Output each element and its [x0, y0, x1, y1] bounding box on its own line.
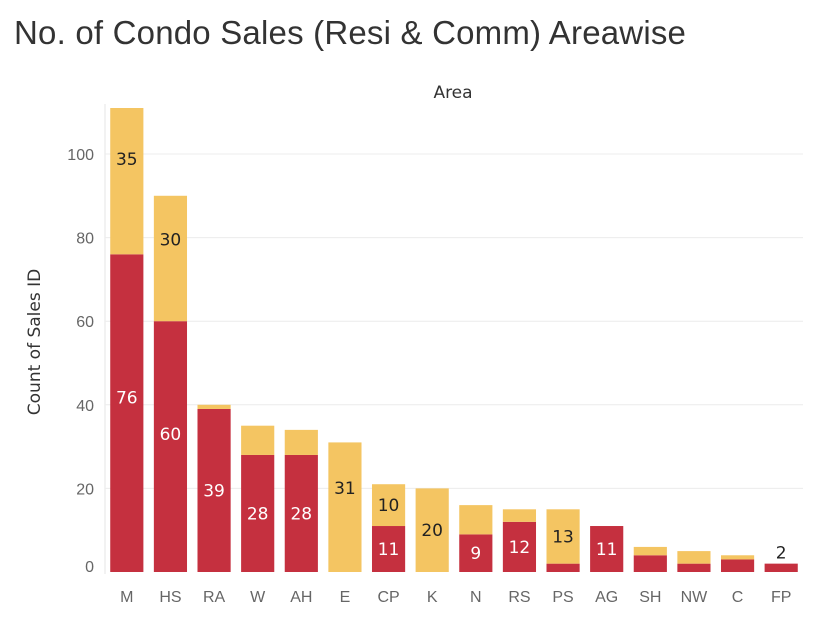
bar-segment	[284, 429, 318, 455]
x-tick-label: SH	[639, 589, 661, 606]
data-label: 35	[116, 150, 138, 170]
y-tick-label: 100	[67, 147, 94, 164]
bar-segment	[153, 321, 188, 572]
data-label: 2	[776, 544, 787, 564]
data-label: 9	[470, 544, 481, 564]
x-tick-label: K	[427, 589, 438, 606]
bar-segment	[415, 488, 449, 572]
y-tick-label: 60	[76, 314, 94, 331]
x-tick-label: C	[732, 589, 744, 606]
bar-segment	[459, 505, 493, 535]
y-axis-label: Count of Sales ID	[25, 269, 45, 415]
bar-segment	[241, 425, 275, 455]
x-tick-label: N	[470, 589, 482, 606]
bar-segment	[633, 546, 667, 556]
bar-segment	[284, 454, 318, 572]
x-tick-label: E	[340, 589, 351, 606]
column-header: Area	[433, 83, 472, 103]
data-label: 11	[596, 540, 618, 560]
data-label: 13	[552, 527, 574, 547]
bar-segment	[371, 526, 406, 572]
bar-segment	[459, 534, 493, 572]
data-label: 10	[378, 496, 400, 516]
data-label: 28	[290, 504, 312, 524]
data-label: 28	[247, 504, 269, 524]
data-labels: 76 35 60 30 39 28 28 31 11 10 20 9 12 13 11 2	[116, 150, 787, 564]
x-tick-label: NW	[681, 589, 709, 606]
y-axis-ticks: 0 20 40 60 80 100	[67, 147, 94, 576]
bar-segment	[546, 563, 580, 572]
x-tick-label: M	[120, 589, 133, 606]
data-label: 12	[509, 538, 531, 558]
y-tick-label: 0	[85, 559, 94, 576]
bar-segment	[153, 195, 188, 322]
data-label: 31	[334, 479, 356, 499]
bars	[110, 108, 798, 572]
bar-segment	[677, 551, 711, 564]
y-tick-label: 40	[76, 398, 94, 415]
bar-segment	[110, 108, 144, 255]
x-tick-label: CP	[377, 589, 399, 606]
x-tick-label: HS	[159, 589, 181, 606]
bar-segment	[110, 254, 144, 572]
bar-segment	[677, 563, 711, 572]
data-label: 11	[378, 540, 400, 560]
x-tick-label: RS	[508, 589, 530, 606]
data-label: 20	[421, 521, 443, 541]
bar-segment	[546, 509, 580, 564]
bar-segment	[720, 559, 755, 572]
x-tick-label: AH	[290, 589, 312, 606]
data-label: 76	[116, 388, 138, 408]
bar-segment	[371, 484, 406, 527]
data-label: 39	[203, 481, 225, 501]
bar-segment	[502, 521, 537, 572]
bar-segment	[241, 454, 275, 572]
data-label: 60	[160, 425, 182, 445]
bar-segment	[328, 442, 362, 572]
bar-segment	[197, 404, 231, 409]
bar-segment	[590, 526, 624, 572]
bar-segment	[197, 408, 231, 572]
bar-segment	[720, 555, 755, 560]
x-axis-ticks: M HS RA W AH E CP K N RS PS AG SH NW C FP	[120, 589, 791, 606]
x-tick-label: AG	[595, 589, 618, 606]
y-tick-label: 80	[76, 231, 94, 248]
x-tick-label: RA	[203, 589, 226, 606]
y-tick-label: 20	[76, 481, 94, 498]
x-tick-label: W	[250, 589, 266, 606]
x-tick-label: FP	[771, 589, 791, 606]
chart-title: No. of Condo Sales (Resi & Comm) Areawis…	[14, 14, 687, 51]
x-tick-label: PS	[552, 589, 573, 606]
data-label: 30	[160, 231, 182, 251]
bar-segment	[633, 555, 667, 572]
bar-segment	[502, 509, 537, 522]
bar-segment	[764, 563, 798, 572]
